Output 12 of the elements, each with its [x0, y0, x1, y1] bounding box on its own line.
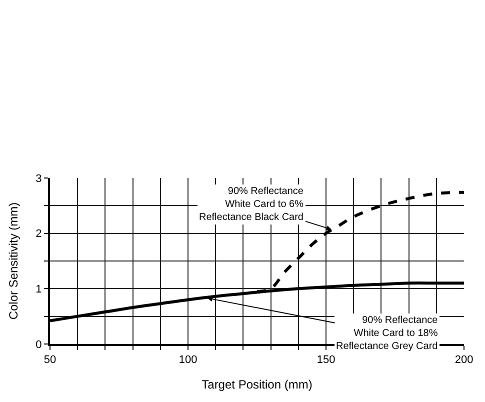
y-tick-label: 3: [36, 172, 42, 185]
x-tick-label: 100: [178, 354, 198, 366]
y-tick-label: 1: [36, 284, 42, 296]
x-axis-title: Target Position (mm): [202, 378, 312, 392]
annotation: 90% Reflectance White Card to 6% Reflectance Black Card: [199, 186, 304, 223]
y-axis-title: Color Sensitivity (mm): [6, 202, 20, 320]
x-tick-label: 50: [44, 354, 56, 366]
y-tick-label: 2: [36, 228, 42, 240]
y-tick-label: 0: [36, 338, 42, 351]
x-tick-label: 200: [454, 354, 474, 366]
annotation: 90% Reflectance White Card to 18% Reflectance Grey Card: [336, 315, 438, 352]
x-tick-label: 150: [316, 354, 336, 366]
